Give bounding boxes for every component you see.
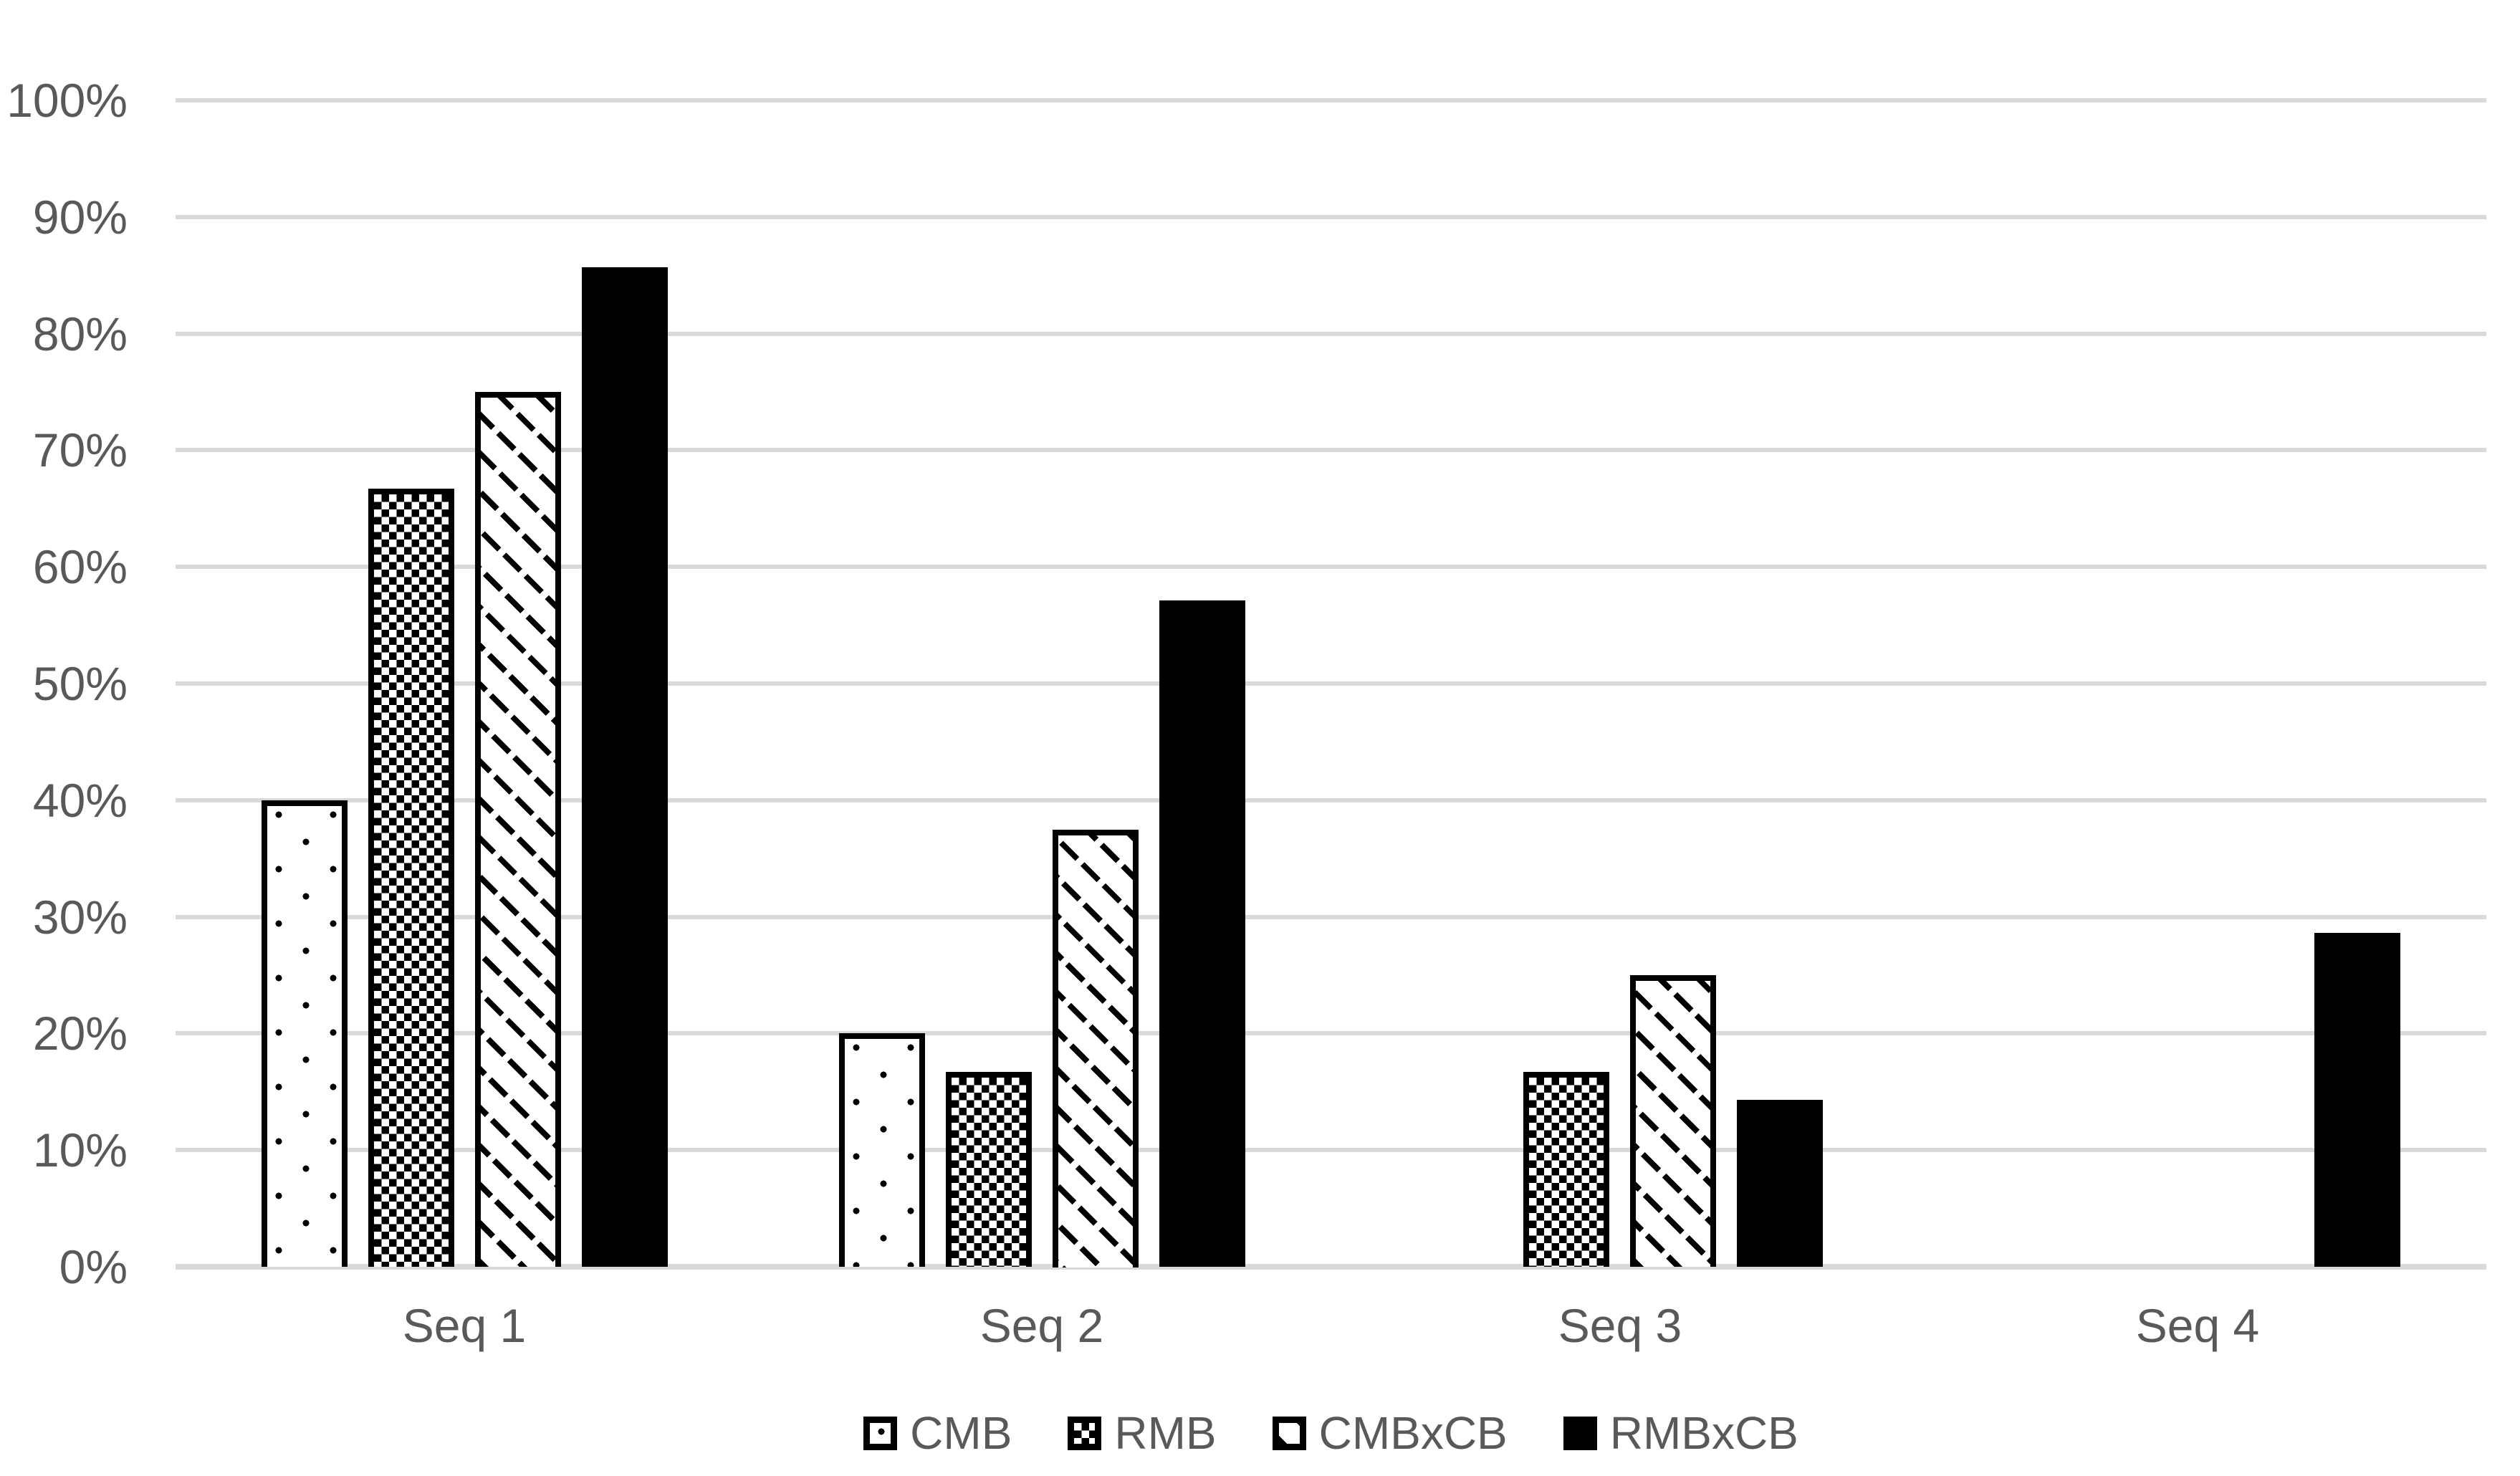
legend: CMB RMB CMBxCB RMBxCB bbox=[176, 1396, 2486, 1470]
y-axis-label-90: 90% bbox=[32, 191, 128, 244]
gridline-90 bbox=[176, 215, 2486, 219]
y-axis-label-30: 30% bbox=[32, 891, 128, 944]
gridline-50 bbox=[176, 681, 2486, 686]
x-axis-label-seq-2: Seq 2 bbox=[979, 1299, 1104, 1352]
legend-item-rmb: RMB bbox=[1068, 1407, 1217, 1459]
gridline-100 bbox=[176, 98, 2486, 102]
bar-seq-1-rmb bbox=[368, 489, 454, 1267]
bar-seq-3-rmb bbox=[1523, 1072, 1609, 1267]
y-axis-label-60: 60% bbox=[32, 540, 128, 593]
bar-seq-2-rmbxcb bbox=[1159, 600, 1245, 1267]
gridline-20 bbox=[176, 1031, 2486, 1035]
y-axis-label-50: 50% bbox=[32, 657, 128, 710]
bar-seq-4-rmbxcb bbox=[2314, 933, 2400, 1267]
legend-swatch-cmbxcb bbox=[1272, 1416, 1306, 1450]
y-axis-label-100: 100% bbox=[6, 74, 128, 127]
bar-seq-2-rmb bbox=[946, 1072, 1032, 1267]
legend-item-rmbxcb: RMBxCB bbox=[1563, 1409, 1798, 1457]
y-axis-label-20: 20% bbox=[32, 1007, 128, 1060]
bar-seq-1-rmbxcb bbox=[582, 267, 668, 1267]
gridline-40 bbox=[176, 798, 2486, 802]
legend-label-cmb: CMB bbox=[910, 1407, 1012, 1459]
legend-label-rmb: RMB bbox=[1114, 1407, 1217, 1459]
gridline-0 bbox=[176, 1264, 2486, 1270]
y-axis-label-70: 70% bbox=[32, 423, 128, 476]
gridline-80 bbox=[176, 332, 2486, 336]
legend-swatch-rmbxcb bbox=[1563, 1416, 1597, 1450]
bar-seq-2-cmbxcb bbox=[1053, 830, 1139, 1267]
y-axis-label-40: 40% bbox=[32, 774, 128, 827]
bar-seq-3-rmbxcb bbox=[1737, 1100, 1823, 1267]
legend-swatch-rmb bbox=[1068, 1416, 1102, 1450]
gridline-30 bbox=[176, 915, 2486, 919]
y-axis-label-10: 10% bbox=[32, 1123, 128, 1177]
gridline-70 bbox=[176, 448, 2486, 452]
y-axis-label-80: 80% bbox=[32, 307, 128, 360]
bar-seq-3-cmbxcb bbox=[1630, 975, 1716, 1267]
legend-swatch-cmb bbox=[863, 1416, 898, 1450]
legend-item-cmbxcb: CMBxCB bbox=[1272, 1407, 1508, 1459]
bar-seq-1-cmbxcb bbox=[475, 392, 561, 1267]
legend-label-cmbxcb: CMBxCB bbox=[1318, 1407, 1508, 1459]
bar-seq-2-cmb bbox=[839, 1033, 925, 1267]
x-axis-label-seq-1: Seq 1 bbox=[402, 1299, 527, 1352]
gridline-10 bbox=[176, 1148, 2486, 1152]
legend-item-cmb: CMB bbox=[863, 1409, 1012, 1457]
x-axis-label-seq-3: Seq 3 bbox=[1558, 1299, 1682, 1352]
y-axis-label-0: 0% bbox=[59, 1240, 128, 1293]
gridline-60 bbox=[176, 565, 2486, 569]
x-axis-label-seq-4: Seq 4 bbox=[2135, 1299, 2260, 1352]
bar-seq-1-cmb bbox=[262, 800, 348, 1267]
legend-label-rmbxcb: RMBxCB bbox=[1609, 1407, 1798, 1459]
